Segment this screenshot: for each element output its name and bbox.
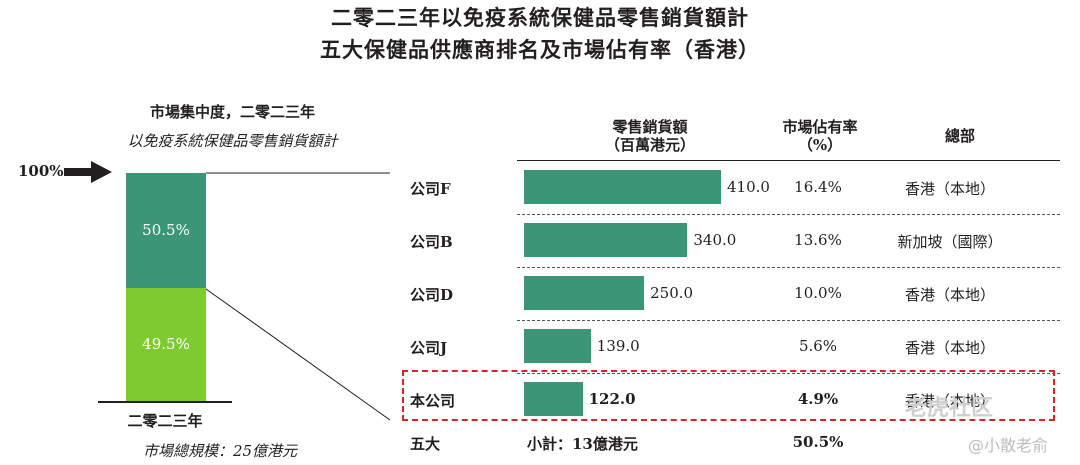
left-chart-subheading: 以免疫系統保健品零售銷貨額計	[127, 132, 338, 150]
row-sales-value: 250.0	[650, 284, 694, 302]
watermark-text2: @小散老俞	[968, 436, 1049, 455]
header-hq: 總部	[944, 127, 975, 145]
row-market-share: 5.6%	[798, 337, 838, 355]
row-divider	[517, 373, 1060, 374]
segment-bottom-label: 49.5%	[142, 334, 190, 353]
row-sales-bar	[524, 276, 645, 310]
row-headquarters: 香港（本地）	[904, 286, 995, 304]
row-company-name: 公司D	[410, 286, 454, 304]
table-header-rule	[517, 160, 1060, 161]
left-category-label: 二零二三年	[127, 412, 203, 430]
header-sales-line1: 零售銷貨額	[612, 118, 688, 136]
row-divider	[517, 267, 1060, 268]
header-share-line1: 市場佔有率	[782, 118, 858, 136]
header-sales: 零售銷貨額 （百萬港元）	[580, 118, 720, 154]
row-company-name: 公司F	[410, 180, 451, 198]
watermark-text1: 老虎社区	[905, 396, 994, 421]
connector-bottom-line	[205, 288, 391, 421]
row-market-share: 10.0%	[794, 284, 842, 302]
row-market-share: 16.4%	[794, 178, 842, 196]
arrow-right-icon	[64, 161, 112, 183]
row-market-share: 13.6%	[794, 231, 842, 249]
row-divider	[517, 320, 1060, 321]
row-headquarters: 香港（本地）	[904, 339, 995, 357]
row-sales-bar	[524, 223, 688, 257]
row-sales-bar	[524, 329, 591, 363]
row-sales-value: 410.0	[727, 178, 770, 196]
header-share-line2: （%）	[797, 136, 843, 154]
header-share: 市場佔有率 （%）	[770, 118, 870, 154]
row-headquarters: 香港（本地）	[904, 392, 995, 410]
scale-100-label: 100%	[18, 162, 64, 180]
total-share: 50.5%	[792, 433, 844, 451]
row-sales-value: 139.0	[596, 337, 640, 355]
row-sales-bar	[524, 382, 583, 416]
stacked-bar-segment-bottom	[126, 288, 206, 401]
row-market-share: 4.9%	[797, 390, 839, 408]
row-sales-value: 340.0	[693, 231, 737, 249]
row-headquarters: 香港（本地）	[904, 180, 995, 198]
row-headquarters: 新加坡（國際）	[897, 233, 1003, 251]
header-sales-line2: （百萬港元）	[604, 136, 695, 154]
row-company-name: 本公司	[410, 392, 456, 410]
chart-title-line2: 五大保健品供應商排名及市場佔有率（香港）	[320, 37, 760, 62]
chart-title-line1: 二零二三年以免疫系統保健品零售銷貨額計	[331, 5, 749, 30]
left-chart-heading: 市場集中度，二零二三年	[149, 103, 315, 121]
stacked-bar-segment-top	[126, 173, 206, 289]
segment-top-label: 50.5%	[142, 220, 190, 239]
total-sales: 小計：13億港元	[527, 435, 638, 453]
row-company-name: 公司B	[410, 233, 453, 251]
market-size-footnote: 市場總規模：25億港元	[142, 442, 298, 460]
total-row-name: 五大	[410, 435, 441, 453]
row-sales-value: 122.0	[588, 390, 636, 408]
left-chart-baseline	[98, 401, 232, 403]
highlight-own-company-box	[402, 370, 1055, 421]
row-company-name: 公司J	[410, 339, 448, 357]
row-sales-bar	[524, 170, 721, 204]
row-divider	[517, 214, 1060, 215]
